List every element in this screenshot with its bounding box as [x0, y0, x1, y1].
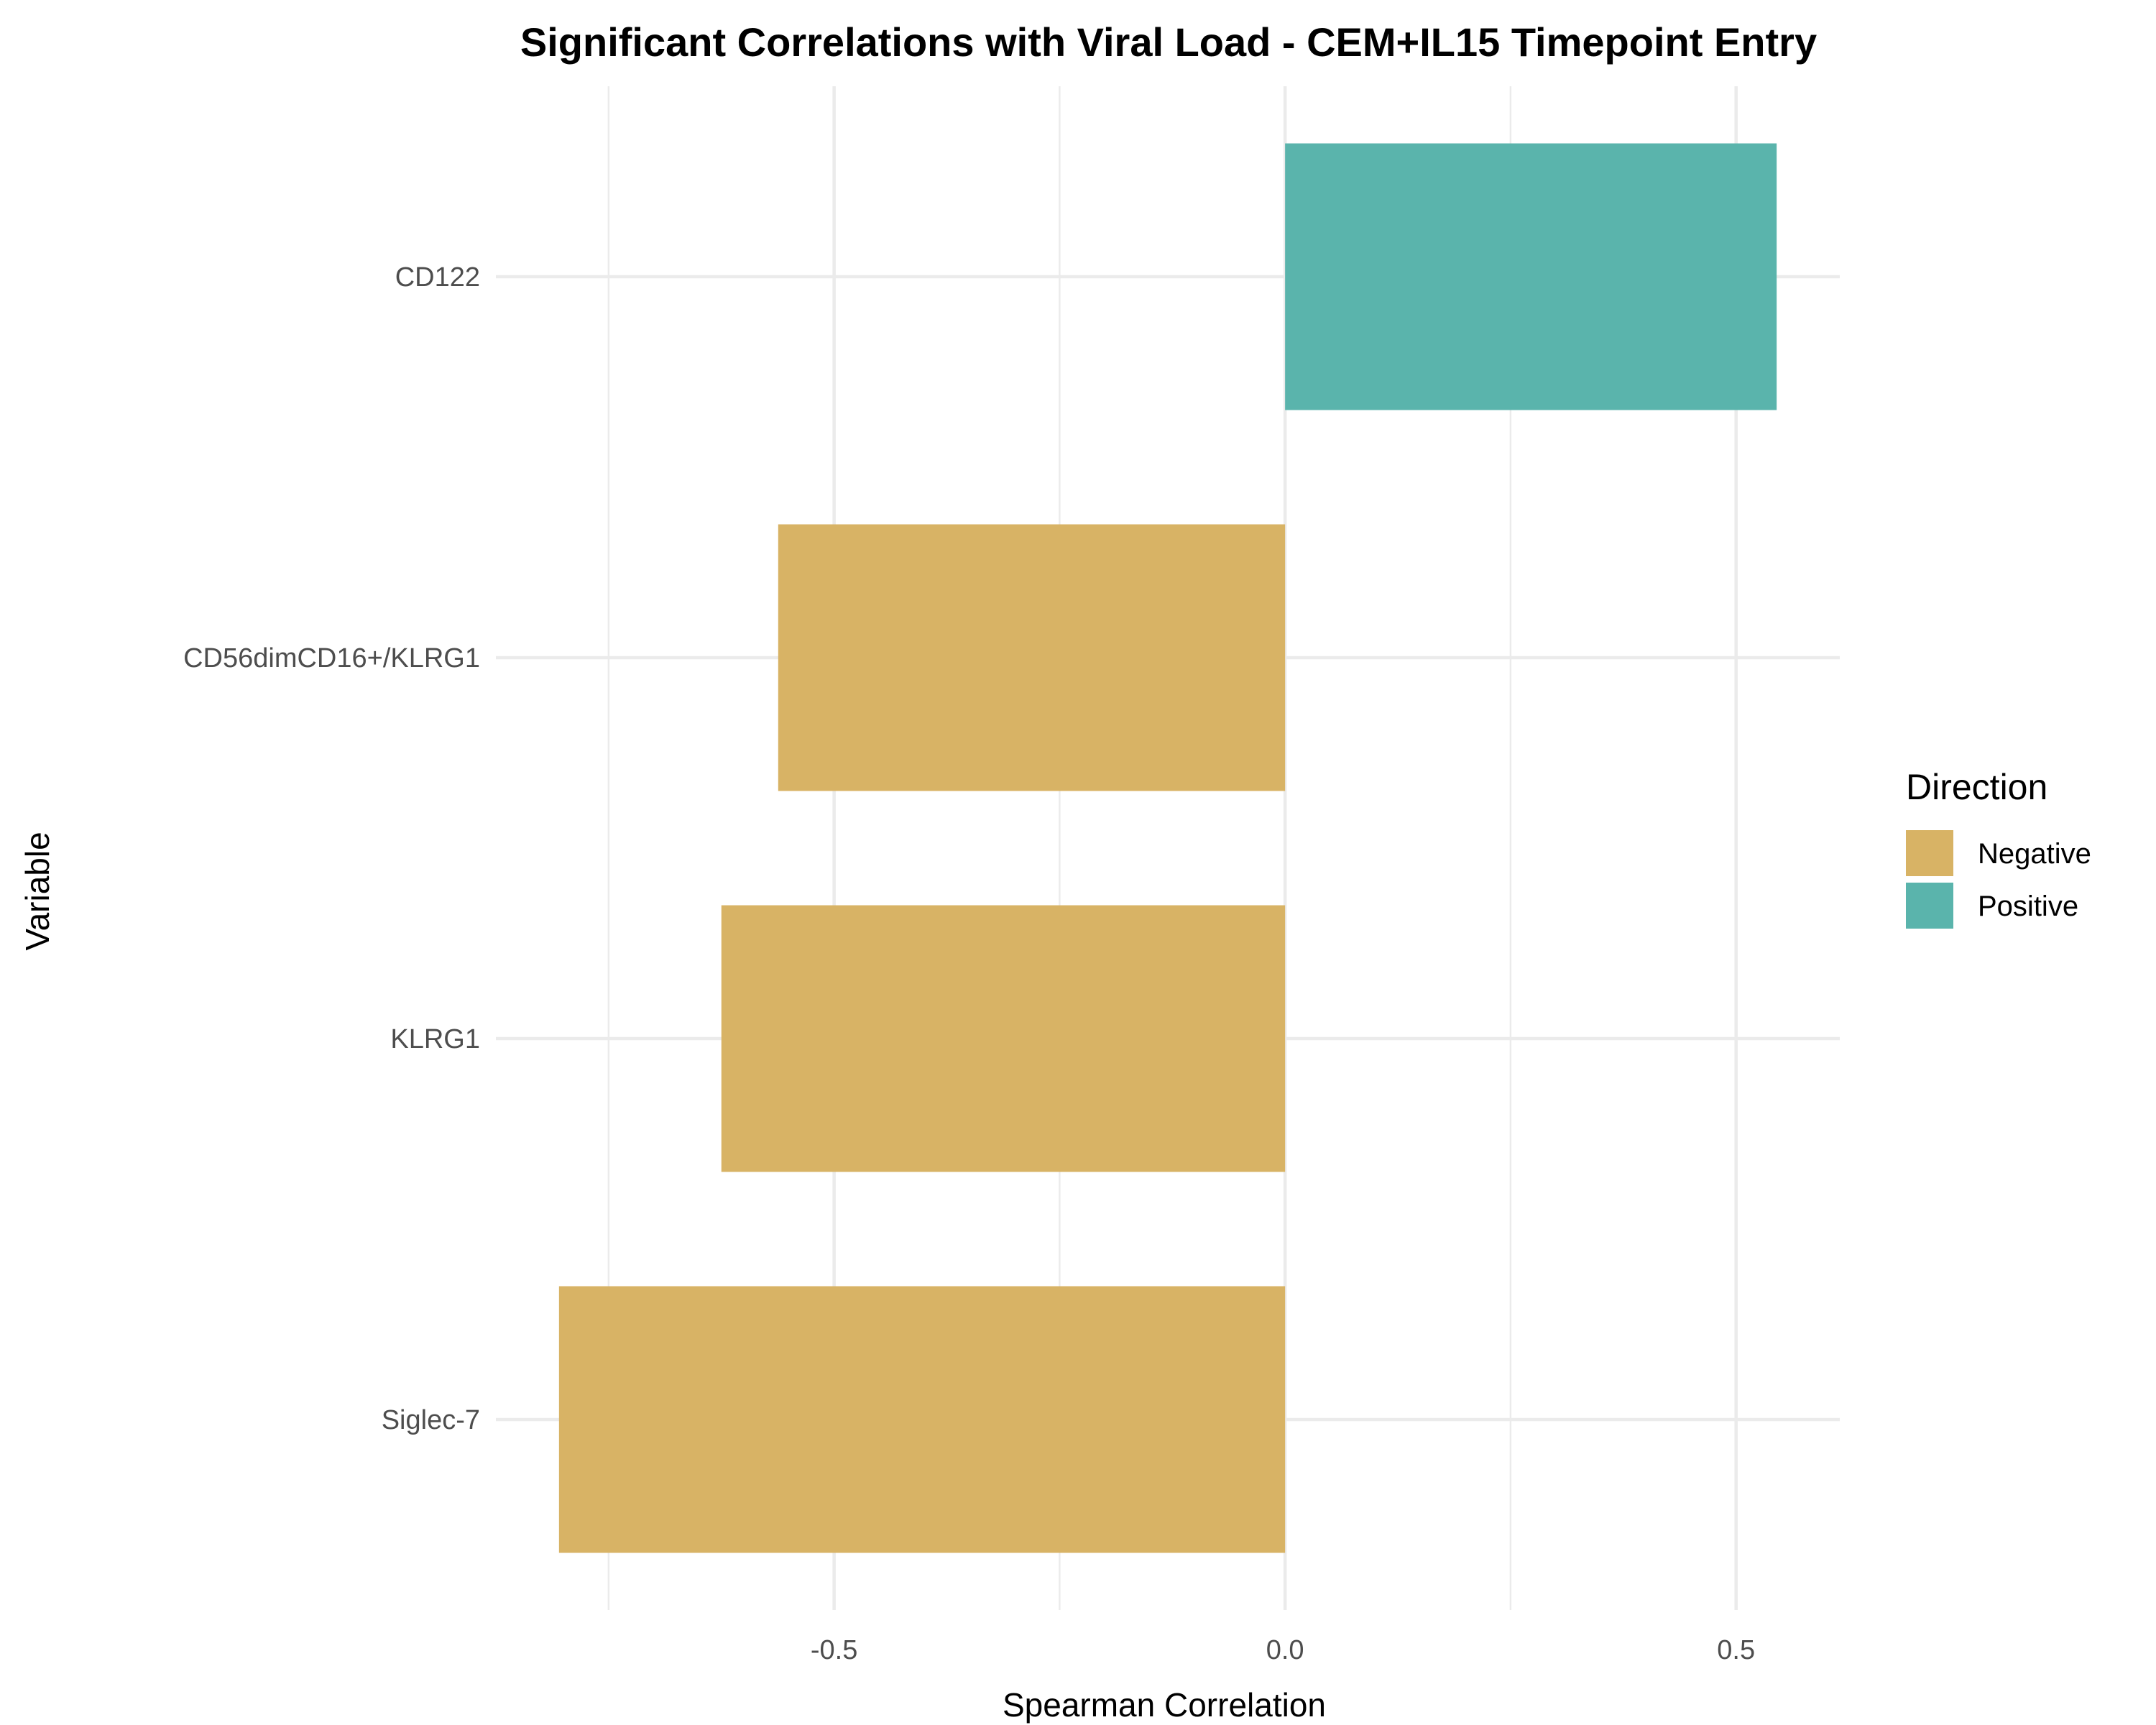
legend-swatch-positive	[1906, 883, 1953, 929]
legend-label-negative: Negative	[1978, 838, 2091, 870]
y-axis-title: Variable	[19, 832, 56, 950]
chart-title: Significant Correlations with Viral Load…	[520, 19, 1817, 65]
legend: Direction Negative Positive	[1906, 767, 2091, 929]
x-axis-title: Spearman Correlation	[1003, 1686, 1326, 1724]
bar-klrg1	[721, 905, 1286, 1172]
x-tick-label: 0.5	[1717, 1635, 1755, 1665]
y-tick-label: CD122	[395, 262, 480, 293]
bar-siglec-7	[558, 1286, 1286, 1553]
bar-cd56dimcd16-klrg1	[778, 524, 1286, 791]
bar-cd122	[1285, 143, 1777, 410]
x-tick-label: 0.0	[1266, 1635, 1304, 1665]
y-tick-label: KLRG1	[390, 1024, 480, 1054]
legend-title: Direction	[1906, 767, 2047, 807]
bars	[558, 143, 1777, 1553]
legend-label-positive: Positive	[1978, 891, 2078, 922]
x-tick-labels: -0.5 0.0 0.5	[811, 1635, 1755, 1665]
x-tick-label: -0.5	[811, 1635, 857, 1665]
y-tick-label: Siglec-7	[382, 1405, 480, 1435]
y-tick-label: CD56dimCD16+/KLRG1	[183, 643, 480, 673]
y-tick-labels: CD122 CD56dimCD16+/KLRG1 KLRG1 Siglec-7	[183, 262, 480, 1435]
legend-swatch-negative	[1906, 830, 1953, 876]
legend-entries: Negative Positive	[1906, 830, 2091, 929]
